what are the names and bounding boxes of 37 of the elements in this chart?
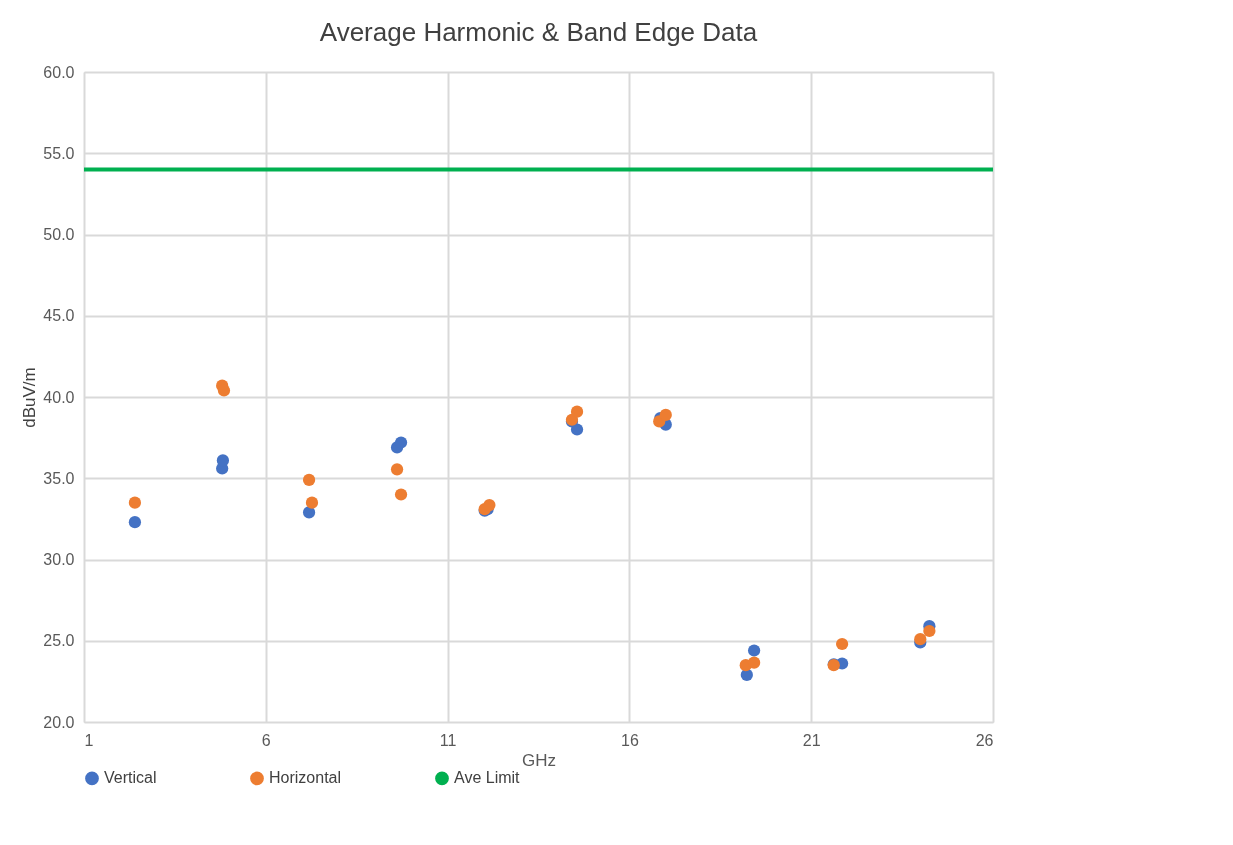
point bbox=[747, 644, 761, 657]
chart-title: Average Harmonic & Band Edge Data bbox=[319, 17, 758, 47]
x-tick-label: 21 bbox=[802, 731, 821, 749]
point bbox=[128, 496, 142, 509]
y-tick-label: 45.0 bbox=[43, 307, 75, 325]
point bbox=[570, 405, 584, 418]
y-tick-label: 50.0 bbox=[43, 226, 75, 243]
y-axis-title: dBuV/m bbox=[20, 367, 40, 428]
y-tick-label: 40.0 bbox=[43, 388, 75, 406]
point bbox=[217, 384, 231, 397]
legend-label: Horizontal bbox=[269, 769, 342, 787]
legend-label: Vertical bbox=[104, 769, 157, 787]
point bbox=[747, 656, 761, 669]
x-tick-label: 1 bbox=[84, 731, 94, 749]
y-tick-label: 25.0 bbox=[43, 632, 75, 650]
point bbox=[570, 423, 584, 436]
y-tick-label: 55.0 bbox=[43, 144, 75, 162]
point bbox=[394, 436, 408, 449]
x-tick-label: 11 bbox=[439, 731, 457, 749]
x-tick-label: 26 bbox=[975, 731, 994, 749]
point bbox=[394, 488, 408, 501]
legend-label: Ave Limit bbox=[454, 769, 521, 787]
point bbox=[305, 496, 319, 509]
point bbox=[923, 624, 936, 638]
y-tick-label: 20.0 bbox=[43, 713, 75, 731]
point bbox=[835, 637, 849, 651]
point bbox=[659, 408, 672, 421]
y-tick-label: 35.0 bbox=[43, 469, 75, 487]
point bbox=[302, 473, 316, 486]
x-axis-title: GHz bbox=[522, 750, 556, 770]
point bbox=[128, 516, 142, 529]
x-tick-label: 16 bbox=[621, 731, 639, 749]
y-tick-label: 30.0 bbox=[43, 551, 75, 568]
point bbox=[216, 454, 230, 467]
point bbox=[390, 463, 404, 476]
x-tick-label: 6 bbox=[261, 731, 271, 749]
y-tick-label: 60.0 bbox=[43, 63, 75, 81]
